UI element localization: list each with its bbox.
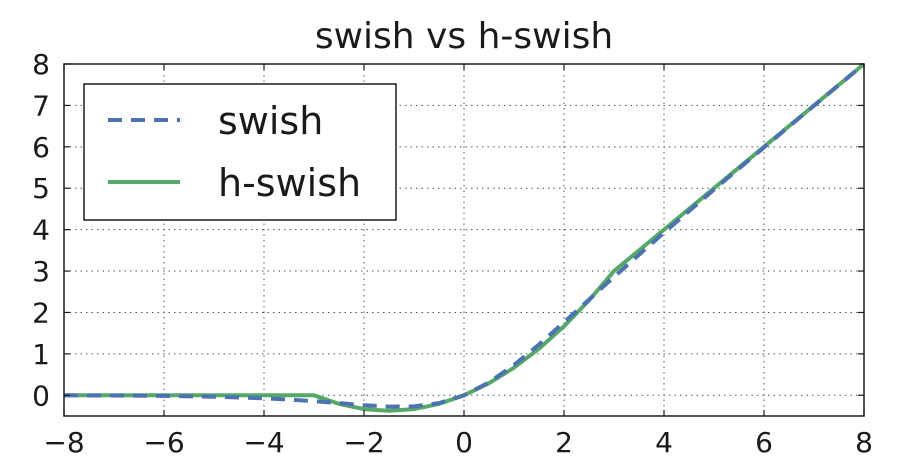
plot-lines bbox=[63, 62, 866, 413]
x-tick-label: 6 bbox=[755, 426, 773, 459]
y-tick-label: 2 bbox=[32, 296, 50, 329]
series-line-swish bbox=[63, 62, 866, 409]
y-tick-label: 1 bbox=[32, 338, 50, 371]
x-tick-label: −8 bbox=[43, 426, 84, 459]
y-tick-label: 3 bbox=[32, 255, 50, 288]
x-tick-label: −6 bbox=[143, 426, 184, 459]
y-tick-label: 6 bbox=[32, 131, 50, 164]
x-tick-label: 0 bbox=[455, 426, 473, 459]
y-tick-label: 8 bbox=[32, 48, 50, 81]
legend-label-h-swish: h-swish bbox=[218, 161, 361, 205]
x-tick-label: 2 bbox=[555, 426, 573, 459]
y-tick-label: 7 bbox=[32, 89, 50, 122]
legend-label-swish: swish bbox=[218, 99, 323, 143]
x-tick-label: 8 bbox=[855, 426, 873, 459]
y-tick-label: 0 bbox=[32, 379, 50, 412]
x-tick-label: 4 bbox=[655, 426, 673, 459]
axis-ticks: −8 −6 −4 −2 0 2 4 6 8 0 1 2 3 4 5 6 7 8 bbox=[32, 48, 873, 459]
y-tick-label: 5 bbox=[32, 172, 50, 205]
x-tick-label: −2 bbox=[343, 426, 384, 459]
x-tick-label: −4 bbox=[243, 426, 284, 459]
legend: swish h-swish bbox=[83, 83, 397, 221]
y-tick-label: 4 bbox=[32, 214, 50, 247]
legend-box bbox=[83, 83, 397, 221]
chart-title: swish vs h-swish bbox=[314, 16, 614, 57]
